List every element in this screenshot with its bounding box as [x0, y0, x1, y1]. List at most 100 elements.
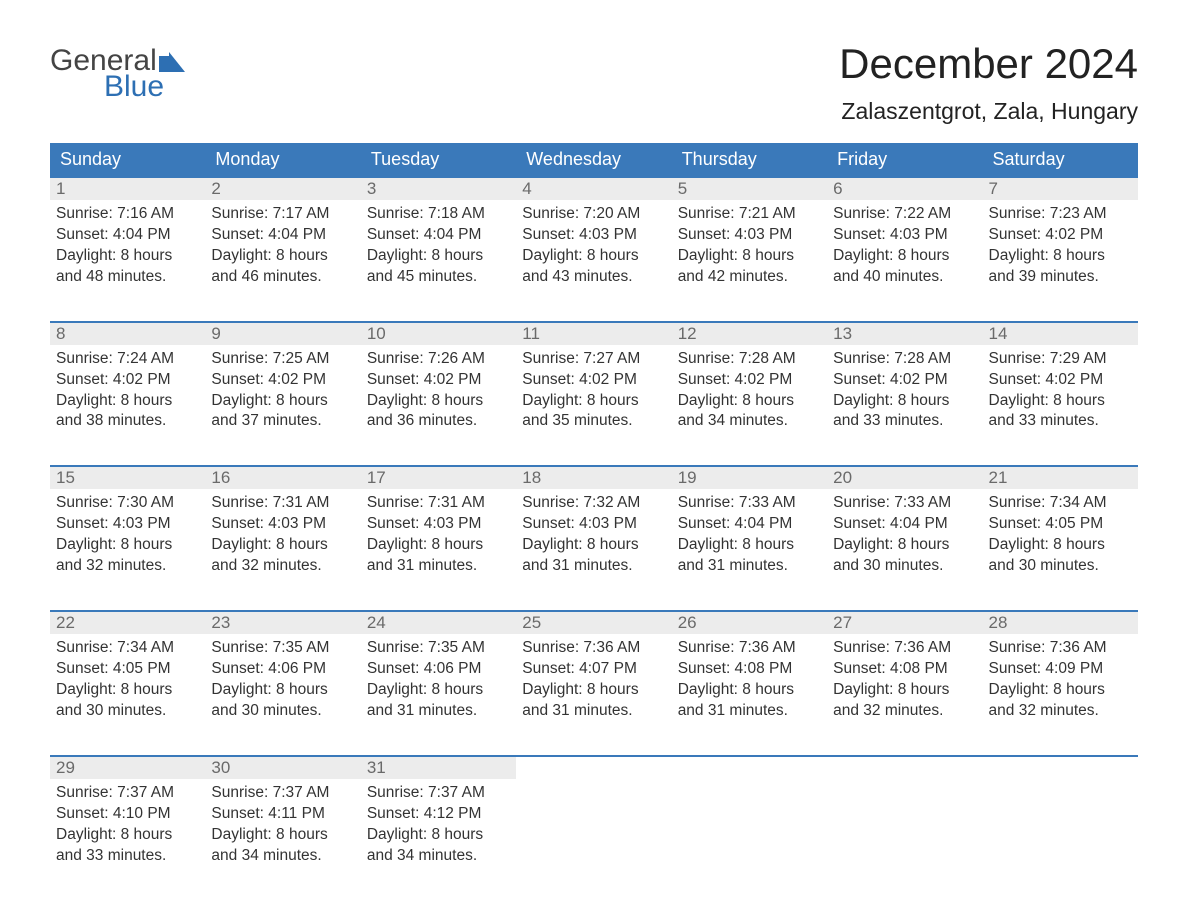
calendar-day-cell: 5Sunrise: 7:21 AMSunset: 4:03 PMDaylight… — [672, 177, 827, 294]
day-details: Sunrise: 7:24 AMSunset: 4:02 PMDaylight:… — [50, 345, 205, 439]
weekday-header: Monday — [205, 143, 360, 177]
daylight-text: Daylight: 8 hours — [522, 535, 665, 556]
day-details: Sunrise: 7:29 AMSunset: 4:02 PMDaylight:… — [983, 345, 1138, 439]
day-number: 1 — [50, 178, 205, 200]
calendar-day-cell: 18Sunrise: 7:32 AMSunset: 4:03 PMDayligh… — [516, 466, 671, 583]
weekday-header: Saturday — [983, 143, 1138, 177]
weekday-header-row: Sunday Monday Tuesday Wednesday Thursday… — [50, 143, 1138, 177]
day-number: 11 — [516, 323, 671, 345]
day-details: Sunrise: 7:31 AMSunset: 4:03 PMDaylight:… — [205, 489, 360, 583]
sunrise-text: Sunrise: 7:34 AM — [989, 493, 1132, 514]
day-number: 22 — [50, 612, 205, 634]
calendar-day-cell: 26Sunrise: 7:36 AMSunset: 4:08 PMDayligh… — [672, 611, 827, 728]
day-details: Sunrise: 7:30 AMSunset: 4:03 PMDaylight:… — [50, 489, 205, 583]
daylight-text: Daylight: 8 hours — [833, 680, 976, 701]
week-separator — [50, 728, 1138, 756]
day-number: 13 — [827, 323, 982, 345]
calendar-week-row: 22Sunrise: 7:34 AMSunset: 4:05 PMDayligh… — [50, 611, 1138, 728]
day-number: 29 — [50, 757, 205, 779]
daylight-text: Daylight: 8 hours — [367, 246, 510, 267]
calendar-day-cell: 24Sunrise: 7:35 AMSunset: 4:06 PMDayligh… — [361, 611, 516, 728]
day-details: Sunrise: 7:26 AMSunset: 4:02 PMDaylight:… — [361, 345, 516, 439]
sunset-text: Sunset: 4:08 PM — [678, 659, 821, 680]
sunrise-text: Sunrise: 7:23 AM — [989, 204, 1132, 225]
day-details: Sunrise: 7:36 AMSunset: 4:07 PMDaylight:… — [516, 634, 671, 728]
day-details: Sunrise: 7:34 AMSunset: 4:05 PMDaylight:… — [983, 489, 1138, 583]
day-number: 17 — [361, 467, 516, 489]
day-number: 12 — [672, 323, 827, 345]
calendar-day-cell: 15Sunrise: 7:30 AMSunset: 4:03 PMDayligh… — [50, 466, 205, 583]
calendar-day-cell: 8Sunrise: 7:24 AMSunset: 4:02 PMDaylight… — [50, 322, 205, 439]
sunrise-text: Sunrise: 7:21 AM — [678, 204, 821, 225]
sunrise-text: Sunrise: 7:33 AM — [833, 493, 976, 514]
day-number: 28 — [983, 612, 1138, 634]
daylight-text: Daylight: 8 hours — [367, 680, 510, 701]
day-details: Sunrise: 7:37 AMSunset: 4:11 PMDaylight:… — [205, 779, 360, 873]
day-details: Sunrise: 7:23 AMSunset: 4:02 PMDaylight:… — [983, 200, 1138, 294]
day-number: 10 — [361, 323, 516, 345]
calendar-day-cell: 20Sunrise: 7:33 AMSunset: 4:04 PMDayligh… — [827, 466, 982, 583]
daylight-text: and 40 minutes. — [833, 267, 976, 288]
sunset-text: Sunset: 4:03 PM — [522, 225, 665, 246]
daylight-text: and 33 minutes. — [56, 846, 199, 867]
day-details: Sunrise: 7:28 AMSunset: 4:02 PMDaylight:… — [672, 345, 827, 439]
daylight-text: Daylight: 8 hours — [678, 535, 821, 556]
sunrise-text: Sunrise: 7:24 AM — [56, 349, 199, 370]
calendar-day-cell: 17Sunrise: 7:31 AMSunset: 4:03 PMDayligh… — [361, 466, 516, 583]
day-details: Sunrise: 7:35 AMSunset: 4:06 PMDaylight:… — [361, 634, 516, 728]
weekday-header: Wednesday — [516, 143, 671, 177]
daylight-text: and 46 minutes. — [211, 267, 354, 288]
sunrise-text: Sunrise: 7:37 AM — [367, 783, 510, 804]
day-number: 23 — [205, 612, 360, 634]
calendar-day-cell: 29Sunrise: 7:37 AMSunset: 4:10 PMDayligh… — [50, 756, 205, 873]
day-number: 9 — [205, 323, 360, 345]
sunset-text: Sunset: 4:02 PM — [989, 370, 1132, 391]
sunrise-text: Sunrise: 7:31 AM — [367, 493, 510, 514]
daylight-text: and 32 minutes. — [989, 701, 1132, 722]
daylight-text: Daylight: 8 hours — [989, 246, 1132, 267]
sunset-text: Sunset: 4:04 PM — [367, 225, 510, 246]
daylight-text: Daylight: 8 hours — [833, 246, 976, 267]
sunrise-text: Sunrise: 7:28 AM — [678, 349, 821, 370]
calendar-day-cell: 1Sunrise: 7:16 AMSunset: 4:04 PMDaylight… — [50, 177, 205, 294]
header: General Blue December 2024 Zalaszentgrot… — [50, 40, 1138, 125]
sunset-text: Sunset: 4:02 PM — [56, 370, 199, 391]
sunrise-text: Sunrise: 7:37 AM — [211, 783, 354, 804]
daylight-text: and 37 minutes. — [211, 411, 354, 432]
sunset-text: Sunset: 4:04 PM — [56, 225, 199, 246]
calendar-day-cell: 10Sunrise: 7:26 AMSunset: 4:02 PMDayligh… — [361, 322, 516, 439]
sunrise-text: Sunrise: 7:35 AM — [367, 638, 510, 659]
sunset-text: Sunset: 4:12 PM — [367, 804, 510, 825]
day-number: 21 — [983, 467, 1138, 489]
day-number: 31 — [361, 757, 516, 779]
calendar-day-cell: 30Sunrise: 7:37 AMSunset: 4:11 PMDayligh… — [205, 756, 360, 873]
daylight-text: Daylight: 8 hours — [522, 680, 665, 701]
sunrise-text: Sunrise: 7:22 AM — [833, 204, 976, 225]
location-label: Zalaszentgrot, Zala, Hungary — [839, 98, 1138, 125]
sunset-text: Sunset: 4:03 PM — [833, 225, 976, 246]
daylight-text: Daylight: 8 hours — [211, 391, 354, 412]
day-number: 14 — [983, 323, 1138, 345]
sunrise-text: Sunrise: 7:33 AM — [678, 493, 821, 514]
sunrise-text: Sunrise: 7:28 AM — [833, 349, 976, 370]
sunrise-text: Sunrise: 7:36 AM — [833, 638, 976, 659]
sunset-text: Sunset: 4:02 PM — [678, 370, 821, 391]
daylight-text: and 31 minutes. — [367, 701, 510, 722]
sunrise-text: Sunrise: 7:32 AM — [522, 493, 665, 514]
sunset-text: Sunset: 4:11 PM — [211, 804, 354, 825]
calendar-day-cell — [672, 756, 827, 873]
weekday-header: Sunday — [50, 143, 205, 177]
daylight-text: and 32 minutes. — [833, 701, 976, 722]
daylight-text: and 30 minutes. — [833, 556, 976, 577]
day-number: 19 — [672, 467, 827, 489]
day-details: Sunrise: 7:36 AMSunset: 4:09 PMDaylight:… — [983, 634, 1138, 728]
sunset-text: Sunset: 4:05 PM — [56, 659, 199, 680]
sunrise-text: Sunrise: 7:26 AM — [367, 349, 510, 370]
calendar-day-cell: 14Sunrise: 7:29 AMSunset: 4:02 PMDayligh… — [983, 322, 1138, 439]
daylight-text: and 30 minutes. — [989, 556, 1132, 577]
title-block: December 2024 Zalaszentgrot, Zala, Hunga… — [839, 40, 1138, 125]
sunset-text: Sunset: 4:02 PM — [522, 370, 665, 391]
calendar-day-cell: 2Sunrise: 7:17 AMSunset: 4:04 PMDaylight… — [205, 177, 360, 294]
daylight-text: and 38 minutes. — [56, 411, 199, 432]
logo-word-blue: Blue — [104, 72, 187, 102]
